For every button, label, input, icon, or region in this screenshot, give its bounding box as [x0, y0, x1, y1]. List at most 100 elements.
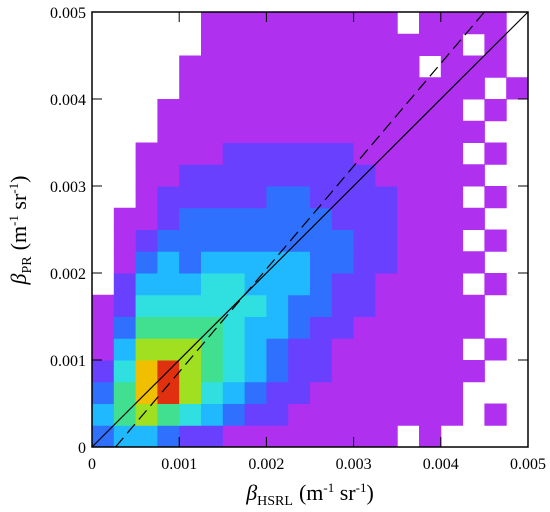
heat-cell [179, 381, 202, 404]
heat-cell [331, 316, 355, 339]
heat-cell [419, 12, 442, 35]
y-label-unit: ) [6, 176, 31, 183]
heat-cell [440, 229, 464, 252]
heat-cell [397, 99, 420, 122]
heat-cell [419, 403, 442, 426]
x-label-symbol: β [245, 480, 257, 505]
heat-cell [331, 360, 355, 383]
heat-cell [113, 338, 137, 361]
heat-cell [484, 338, 507, 361]
heat-cell [419, 164, 442, 187]
heat-cell [288, 251, 311, 274]
heat-cell [222, 338, 246, 361]
heat-cell [288, 55, 311, 78]
heat-cell [288, 142, 311, 165]
heat-cell [157, 316, 180, 339]
heat-cell [353, 207, 376, 230]
heat-cell [179, 425, 202, 448]
heat-cell [135, 229, 158, 252]
y-label-unit: sr [6, 193, 31, 215]
heat-cell [288, 294, 311, 317]
heat-cell [440, 33, 464, 56]
heat-cell [92, 338, 115, 361]
heat-cell [353, 338, 376, 361]
heat-cell [397, 338, 420, 361]
heat-cell [244, 12, 267, 35]
heat-cell [288, 120, 311, 143]
heat-cell [179, 229, 202, 252]
heat-cell [375, 77, 398, 100]
heat-cell [440, 316, 464, 339]
heat-cell [266, 425, 289, 448]
heat-cell [135, 251, 158, 274]
heat-cell [201, 207, 224, 230]
heat-cell [375, 55, 398, 78]
heat-cell [484, 12, 507, 35]
heat-cell [157, 251, 180, 274]
heat-cell [222, 55, 246, 78]
heat-cell [201, 164, 224, 187]
heat-cell [331, 381, 355, 404]
heat-cell [288, 164, 311, 187]
heat-cell [266, 403, 289, 426]
heat-cell [179, 55, 202, 78]
heat-cell [201, 294, 224, 317]
heat-cell [462, 120, 485, 143]
heat-cell [288, 207, 311, 230]
heat-cell [222, 77, 246, 100]
heat-cell [179, 164, 202, 187]
heat-cell [157, 294, 180, 317]
heat-cell [484, 403, 507, 426]
heat-cell [179, 142, 202, 165]
heat-cell [462, 207, 485, 230]
heat-cell [179, 294, 202, 317]
heat-cell [484, 273, 507, 296]
heat-cell [462, 77, 485, 100]
heat-cell [288, 381, 311, 404]
heat-cell [222, 273, 246, 296]
heat-cell [179, 186, 202, 209]
heat-cell [113, 316, 137, 339]
x-label-unit: sr [334, 480, 356, 505]
heat-cell [244, 55, 267, 78]
heat-cell [397, 316, 420, 339]
heat-cell [157, 164, 180, 187]
heat-cell [157, 273, 180, 296]
y-tick-label: 0.002 [50, 266, 86, 283]
heat-cell [266, 273, 289, 296]
heat-cell [331, 77, 355, 100]
heat-cell [462, 164, 485, 187]
heat-cell [484, 99, 507, 122]
heat-cell [135, 207, 158, 230]
heat-cell [222, 186, 246, 209]
heat-cell [201, 403, 224, 426]
heat-cell [310, 99, 333, 122]
heat-cell [201, 99, 224, 122]
heat-cell [266, 164, 289, 187]
heat-cell [462, 251, 485, 274]
heat-cell [288, 12, 311, 35]
heat-cell [484, 186, 507, 209]
heat-cell [353, 229, 376, 252]
heat-cell [353, 99, 376, 122]
heat-cell [331, 229, 355, 252]
heat-cell [506, 77, 529, 100]
x-tick-label: 0 [88, 456, 96, 473]
heat-cell [331, 273, 355, 296]
heat-cell [353, 381, 376, 404]
heat-cell [135, 186, 158, 209]
heat-cell [353, 77, 376, 100]
heat-cell [244, 381, 267, 404]
heat-cell [310, 273, 333, 296]
heat-cell [440, 164, 464, 187]
heat-cell [113, 381, 137, 404]
heat-cell [222, 207, 246, 230]
y-tick-label: 0.004 [50, 92, 86, 109]
y-label-symbol: β [6, 273, 31, 285]
heat-cell [266, 381, 289, 404]
heat-cell [397, 381, 420, 404]
heat-cell [222, 251, 246, 274]
heat-cell [266, 12, 289, 35]
heat-cell [244, 207, 267, 230]
